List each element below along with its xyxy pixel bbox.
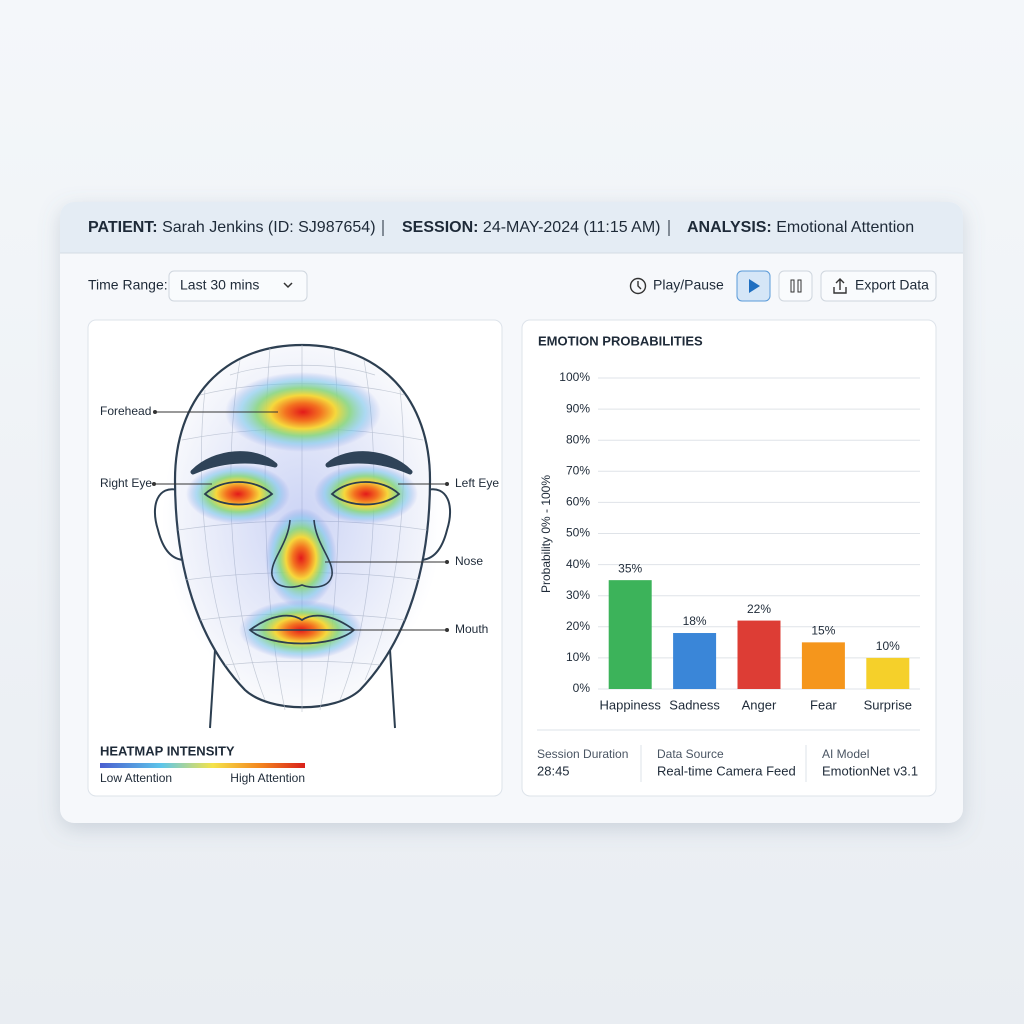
play-icon — [749, 279, 760, 293]
patient: PATIENT: Sarah Jenkins (ID: SJ987654) — [88, 219, 376, 236]
chevron-icon — [283, 282, 293, 289]
face-illustration — [153, 340, 452, 729]
bar — [608, 580, 652, 689]
value-label: 10% — [876, 639, 900, 653]
patient-value: Sarah Jenkins (ID: SJ987654) — [162, 219, 375, 236]
x-tick-label: Surprise — [864, 697, 912, 712]
x-tick-label: Sadness — [669, 697, 720, 712]
clock-hands — [637, 281, 642, 290]
pause-icon — [797, 279, 802, 293]
dropdown-box[interactable] — [168, 270, 308, 302]
callout-label: Mouth — [455, 622, 488, 636]
session-label: SESSION: — [402, 219, 478, 236]
callout-dot — [445, 628, 449, 632]
time-range-label: Time Range: — [88, 277, 168, 293]
y-tick-label: 50% — [566, 526, 590, 540]
y-tick-label: 100% — [559, 370, 590, 384]
session: SESSION: 24-MAY-2024 (11:15 AM) — [402, 219, 661, 236]
bar — [866, 657, 910, 689]
face-callouts: Forehead Right Eye Left Eye Nose Mouth — [100, 404, 499, 636]
y-axis-label: Probability 0% - 100% — [539, 475, 553, 593]
stat-label: AI Model — [822, 747, 869, 761]
export-box[interactable] — [820, 270, 937, 302]
export-icon — [833, 278, 847, 294]
callout-dot — [152, 482, 156, 486]
eyebrow — [190, 451, 278, 475]
play-pause-control[interactable]: Play/Pause — [629, 277, 725, 295]
bar — [801, 642, 845, 689]
bar — [737, 620, 781, 689]
value-label: 18% — [683, 614, 707, 628]
callout-label: Forehead — [100, 404, 151, 418]
neck — [209, 649, 396, 729]
bar — [673, 633, 717, 689]
analysis: ANALYSIS: Emotional Attention — [687, 219, 914, 236]
heat-left-eye — [314, 464, 418, 524]
x-tick-label: Happiness — [599, 697, 661, 712]
stat-label: Data Source — [657, 747, 724, 761]
callout-dot — [153, 410, 157, 414]
clock-icon — [629, 277, 647, 295]
y-tick-label: 90% — [566, 401, 590, 415]
eye — [203, 481, 274, 506]
callout-label: Right Eye — [100, 476, 152, 490]
footer-stats: Session Duration 28:45 Data Source Real-tim… — [537, 747, 918, 778]
export-label[interactable]: Export Data — [855, 277, 929, 293]
y-tick-label: 60% — [566, 495, 590, 509]
heat-forehead — [225, 372, 381, 452]
value-label: 22% — [747, 602, 771, 616]
y-tick-label: 30% — [566, 588, 590, 602]
eye — [330, 481, 401, 506]
y-tick-label: 20% — [566, 619, 590, 633]
value-label: 35% — [618, 561, 642, 575]
stat-value: Real-time Camera Feed — [657, 763, 796, 778]
callout-dot — [445, 560, 449, 564]
legend-low: Low Attention — [100, 771, 172, 785]
y-tick-label: 80% — [566, 432, 590, 446]
y-tick-label: 10% — [566, 650, 590, 664]
legend-gradient — [100, 763, 305, 768]
y-tick-label: 40% — [566, 557, 590, 571]
play-pause-label[interactable]: Play/Pause — [653, 277, 724, 293]
session-value: 24-MAY-2024 (11:15 AM) — [483, 219, 661, 236]
y-tick-label: 0% — [573, 681, 591, 695]
y-tick-label: 70% — [566, 463, 590, 477]
time-range-dropdown[interactable]: Last 30 mins — [168, 270, 308, 302]
pause-button[interactable] — [778, 270, 813, 302]
eyebrow — [325, 451, 413, 475]
chart-title: EMOTION PROBABILITIES — [538, 333, 703, 348]
stat-label: Session Duration — [537, 747, 628, 761]
callout-label: Left Eye — [455, 476, 499, 490]
analysis-value: Emotional Attention — [776, 219, 914, 236]
heat-right-eye — [186, 464, 290, 524]
analysis-label: ANALYSIS: — [687, 219, 772, 236]
chart: 0% 10% 20% 30% 40% 50% 60% 70% 80% 90% 100% 35% Happ… — [559, 370, 920, 712]
value-label: 15% — [811, 624, 835, 638]
legend-title: HEATMAP INTENSITY — [100, 743, 235, 758]
patient-label: PATIENT: — [88, 219, 158, 236]
callout-label: Nose — [455, 554, 483, 568]
stat-value: 28:45 — [537, 763, 570, 778]
header-bar — [60, 202, 963, 253]
pause-icon — [790, 279, 795, 293]
stat-value: EmotionNet v3.1 — [822, 763, 918, 778]
lips — [248, 614, 356, 645]
legend-high: High Attention — [230, 771, 305, 785]
time-range-value[interactable]: Last 30 mins — [180, 277, 259, 293]
export-button[interactable]: Export Data — [820, 270, 937, 302]
x-tick-label: Fear — [810, 697, 837, 712]
x-tick-label: Anger — [742, 697, 777, 712]
callout-dot — [445, 482, 449, 486]
heat-nose — [265, 508, 337, 608]
